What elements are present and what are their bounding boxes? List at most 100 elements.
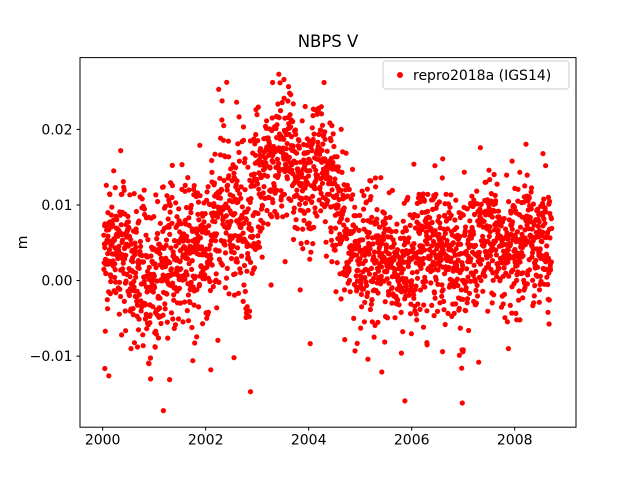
scatter-point: [305, 149, 311, 155]
scatter-point: [314, 172, 321, 178]
scatter-point: [205, 229, 211, 235]
scatter-point: [365, 356, 371, 362]
scatter-point: [464, 300, 470, 306]
x-tick-label: 2008: [497, 433, 533, 449]
scatter-point: [322, 136, 328, 142]
scatter-point: [470, 231, 477, 237]
scatter-point: [276, 115, 282, 121]
scatter-point: [391, 241, 397, 247]
scatter-point: [479, 257, 485, 263]
scatter-point: [290, 118, 296, 125]
scatter-point: [150, 304, 156, 310]
scatter-point: [507, 241, 514, 247]
scatter-point: [301, 217, 307, 224]
scatter-point: [205, 184, 211, 190]
x-tick-label: 2002: [188, 433, 224, 449]
scatter-point: [490, 277, 496, 283]
scatter-point: [507, 302, 513, 308]
scatter-point: [473, 268, 479, 275]
scatter-point: [213, 271, 219, 277]
scatter-point: [155, 198, 161, 205]
scatter-point: [253, 132, 259, 138]
scatter-point: [378, 273, 384, 279]
scatter-point: [486, 167, 492, 173]
scatter-point: [307, 168, 313, 174]
scatter-point: [543, 209, 549, 215]
scatter-point: [430, 238, 437, 245]
scatter-point: [457, 325, 463, 331]
scatter-point: [216, 86, 222, 92]
scatter-point: [158, 320, 164, 327]
scatter-point: [294, 226, 300, 232]
scatter-point: [439, 293, 445, 299]
scatter-point: [416, 230, 423, 236]
scatter-point: [277, 108, 284, 114]
scatter-point: [549, 225, 555, 231]
scatter-point: [447, 204, 453, 210]
scatter-point: [341, 205, 347, 211]
scatter-point: [270, 79, 276, 86]
scatter-point: [336, 196, 342, 203]
scatter-point: [441, 298, 447, 304]
scatter-point: [241, 160, 248, 166]
scatter-point: [541, 216, 547, 222]
scatter-point: [375, 319, 381, 325]
scatter-point: [504, 172, 510, 178]
scatter-point: [509, 226, 515, 232]
scatter-point: [167, 231, 173, 237]
scatter-point: [487, 224, 493, 230]
scatter-point: [436, 214, 442, 220]
scatter-point: [188, 202, 194, 208]
scatter-point: [196, 281, 203, 287]
scatter-point: [417, 287, 424, 293]
scatter-point: [144, 326, 150, 332]
scatter-point: [403, 227, 409, 234]
scatter-point: [194, 334, 200, 340]
scatter-point: [358, 281, 364, 287]
scatter-point: [536, 287, 543, 293]
scatter-point: [280, 214, 286, 220]
scatter-point: [505, 346, 511, 352]
scatter-point: [411, 241, 417, 247]
scatter-point: [523, 141, 529, 147]
scatter-point: [472, 242, 479, 248]
scatter-point: [191, 302, 197, 308]
scatter-point: [185, 256, 191, 262]
scatter-point: [154, 278, 160, 284]
scatter-point: [290, 143, 296, 149]
scatter-point: [233, 182, 239, 188]
scatter-point: [299, 195, 305, 202]
scatter-point: [521, 199, 527, 205]
scatter-point: [248, 196, 254, 202]
scatter-point: [155, 335, 162, 341]
scatter-point: [399, 285, 405, 291]
scatter-point: [160, 184, 166, 190]
scatter-point: [369, 214, 375, 220]
scatter-point: [427, 235, 433, 241]
scatter-point: [220, 137, 227, 143]
scatter-point: [162, 306, 168, 312]
scatter-point: [407, 222, 413, 228]
scatter-point: [247, 389, 254, 395]
scatter-point: [322, 219, 328, 225]
scatter-point: [126, 225, 132, 231]
scatter-point: [281, 136, 287, 142]
scatter-point: [148, 376, 154, 382]
scatter-point: [178, 266, 184, 272]
scatter-point: [216, 279, 222, 285]
scatter-point: [333, 289, 339, 295]
scatter-point: [128, 346, 134, 352]
scatter-point: [489, 300, 495, 306]
scatter-point: [184, 308, 190, 314]
scatter-point: [389, 285, 395, 291]
scatter-point: [113, 279, 119, 285]
scatter-point: [450, 240, 456, 246]
scatter-point: [546, 297, 552, 303]
scatter-point: [164, 319, 170, 325]
scatter-point: [178, 221, 184, 227]
scatter-point: [235, 237, 241, 243]
scatter-point: [185, 175, 191, 181]
scatter-point: [427, 254, 433, 260]
scatter-point: [309, 125, 315, 131]
scatter-point: [221, 123, 227, 129]
